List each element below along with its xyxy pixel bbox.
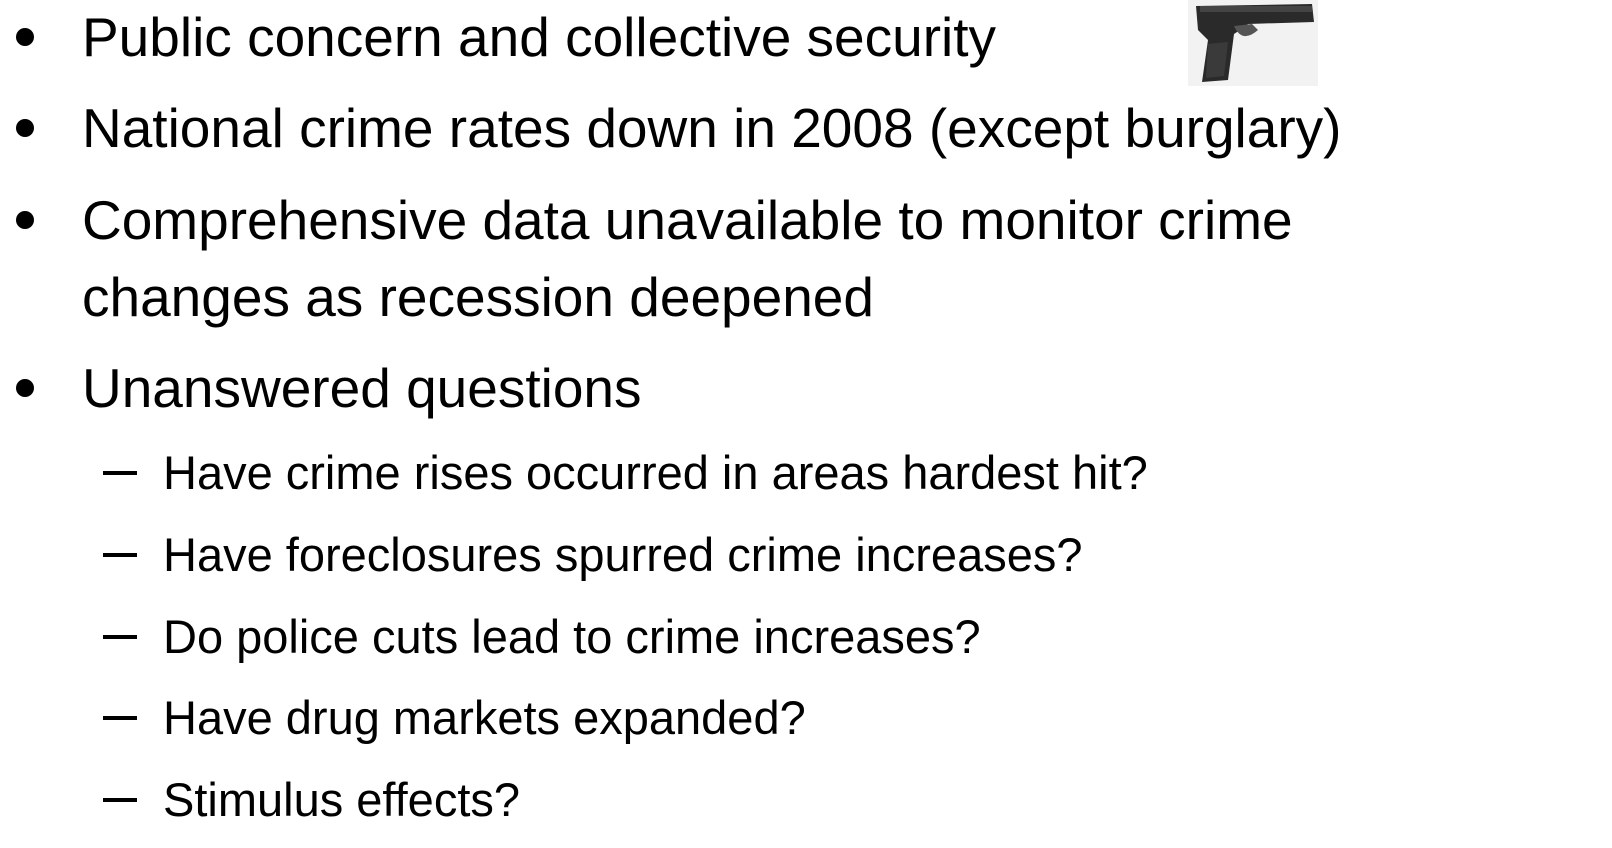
sub-bullet-text: Do police cuts lead to crime increases? bbox=[163, 605, 981, 669]
pistol-image bbox=[1188, 0, 1318, 86]
bullet-marker bbox=[16, 119, 34, 137]
bullet-text: Comprehensive data unavailable to monito… bbox=[82, 188, 1293, 252]
bullet-text: Unanswered questions bbox=[82, 356, 642, 420]
sub-bullet-text: Have drug markets expanded? bbox=[163, 686, 806, 750]
sub-bullet-marker bbox=[103, 798, 137, 802]
sub-bullet-marker bbox=[103, 471, 137, 475]
sub-bullet-text: Have crime rises occurred in areas harde… bbox=[163, 441, 1148, 505]
bullet-marker bbox=[16, 28, 34, 46]
bullet-text: changes as recession deepened bbox=[82, 265, 874, 329]
bullet-text: Public concern and collective security bbox=[82, 5, 996, 69]
bullet-marker bbox=[16, 211, 34, 229]
sub-bullet-marker bbox=[103, 635, 137, 639]
bullet-text: National crime rates down in 2008 (excep… bbox=[82, 96, 1342, 160]
sub-bullet-marker bbox=[103, 716, 137, 720]
bullet-marker bbox=[16, 379, 34, 397]
sub-bullet-text: Have foreclosures spurred crime increase… bbox=[163, 523, 1082, 587]
slide: {"slide": {"bullets": [ {"lines": ["Publ… bbox=[0, 0, 1612, 848]
sub-bullet-marker bbox=[103, 553, 137, 557]
sub-bullet-text: Stimulus effects? bbox=[163, 768, 520, 832]
